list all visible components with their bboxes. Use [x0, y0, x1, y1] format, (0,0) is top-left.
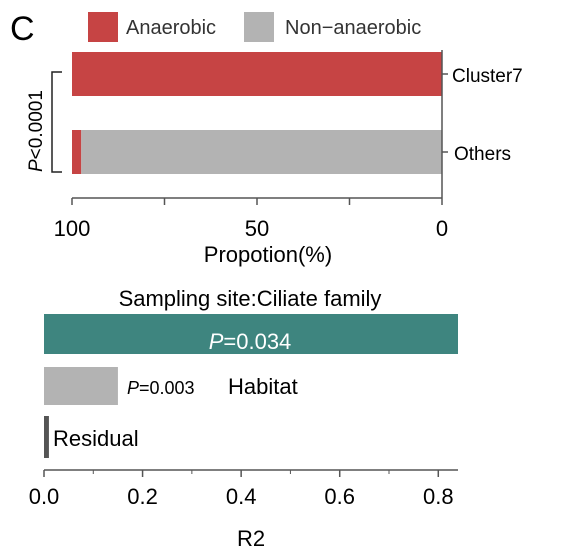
category-label-others: Others: [454, 144, 511, 165]
x-axis-ticks: 100 50 0: [54, 198, 448, 241]
legend-swatch-anaerobic: [88, 12, 118, 42]
significance-label: P<0.0001: [26, 90, 47, 172]
x-tick-label: 50: [245, 216, 269, 241]
bar-habitat: [44, 367, 118, 405]
panel-label: C: [10, 10, 35, 48]
bar-label-habitat-p: P=0.003: [127, 378, 195, 398]
legend-label-non-anaerobic: Non−anaerobic: [285, 17, 421, 39]
x-tick-label: 0.4: [226, 484, 257, 509]
x-tick-label: 0.2: [127, 484, 158, 509]
r2-chart: Sampling site:Ciliate family P=0.034 P=0…: [29, 286, 458, 551]
legend-label-anaerobic: Anaerobic: [126, 17, 216, 39]
category-label-cluster7: Cluster7: [452, 66, 523, 87]
legend: Anaerobic Non−anaerobic: [88, 12, 421, 42]
x-tick-label: 100: [54, 216, 91, 241]
bar-others-non-anaerobic: [81, 130, 442, 174]
x-tick-label: 0.6: [324, 484, 355, 509]
bar-cluster7-anaerobic: [72, 52, 442, 96]
bar-others-anaerobic: [72, 130, 82, 174]
bar-label-residual: Residual: [53, 426, 139, 451]
x-axis-ticks: 0.0 0.2 0.4 0.6 0.8: [29, 470, 454, 509]
bar-sampling-site-ciliate-family: [44, 314, 458, 354]
chart-title: Sampling site:Ciliate family: [119, 286, 382, 311]
bar-label-sampling-site: P=0.034: [209, 329, 292, 354]
legend-swatch-non-anaerobic: [244, 12, 274, 42]
significance-bracket: [51, 71, 62, 173]
proportion-chart: 100 50 0 Cluster7 Others Propotion(%) P<0.…: [26, 50, 523, 267]
x-axis-title: R2: [237, 526, 265, 551]
x-tick-label: 0.0: [29, 484, 60, 509]
x-tick-label: 0.8: [423, 484, 454, 509]
bar-residual: [44, 416, 49, 458]
r2-bars: [44, 314, 458, 458]
x-axis-title: Propotion(%): [204, 242, 332, 267]
x-tick-label: 0: [436, 216, 448, 241]
bar-label-habitat: Habitat: [228, 374, 298, 399]
proportion-bars: [72, 52, 448, 174]
